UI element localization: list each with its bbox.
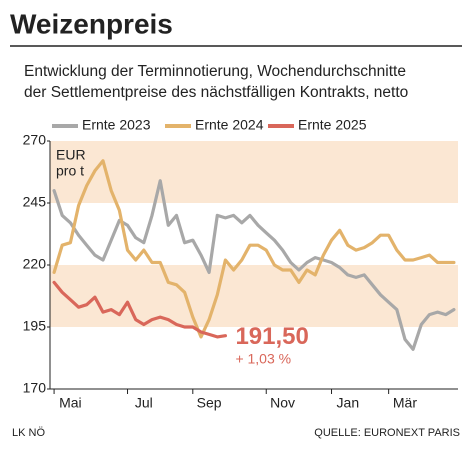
source: QUELLE: EURONEXT PARIS <box>314 427 460 439</box>
annotation: 191,50 <box>235 323 308 350</box>
y-tick-label: 245 <box>23 194 47 210</box>
credit: LK NÖ <box>12 427 45 439</box>
x-tick-label: Mai <box>59 395 82 411</box>
y-tick-label: 195 <box>23 318 47 334</box>
x-tick-label: Sep <box>197 395 222 411</box>
subtitle: der Settlementpreise des nächstfälligen … <box>24 84 408 101</box>
band <box>50 265 458 327</box>
band <box>50 141 458 203</box>
chart-title: Weizenpreis <box>10 8 173 39</box>
x-tick-label: Jul <box>135 395 153 411</box>
y-axis-label: EUR <box>56 147 86 163</box>
y-axis-label: pro t <box>56 163 84 179</box>
x-tick-label: Jan <box>337 395 360 411</box>
y-tick-label: 170 <box>23 380 47 396</box>
subtitle: Entwicklung der Terminnotierung, Wochend… <box>24 63 406 80</box>
y-tick-label: 220 <box>23 256 47 272</box>
y-tick-label: 270 <box>23 132 47 148</box>
series-line <box>52 280 227 339</box>
x-tick-label: Nov <box>270 395 295 411</box>
series-line <box>52 159 456 339</box>
plot <box>47 140 458 394</box>
legend-label: Ernte 2024 <box>195 117 264 133</box>
annotation: + 1,03 % <box>235 350 291 366</box>
legend-label: Ernte 2025 <box>298 117 367 133</box>
legend-label: Ernte 2023 <box>82 117 151 133</box>
x-tick-label: Mär <box>393 395 417 411</box>
